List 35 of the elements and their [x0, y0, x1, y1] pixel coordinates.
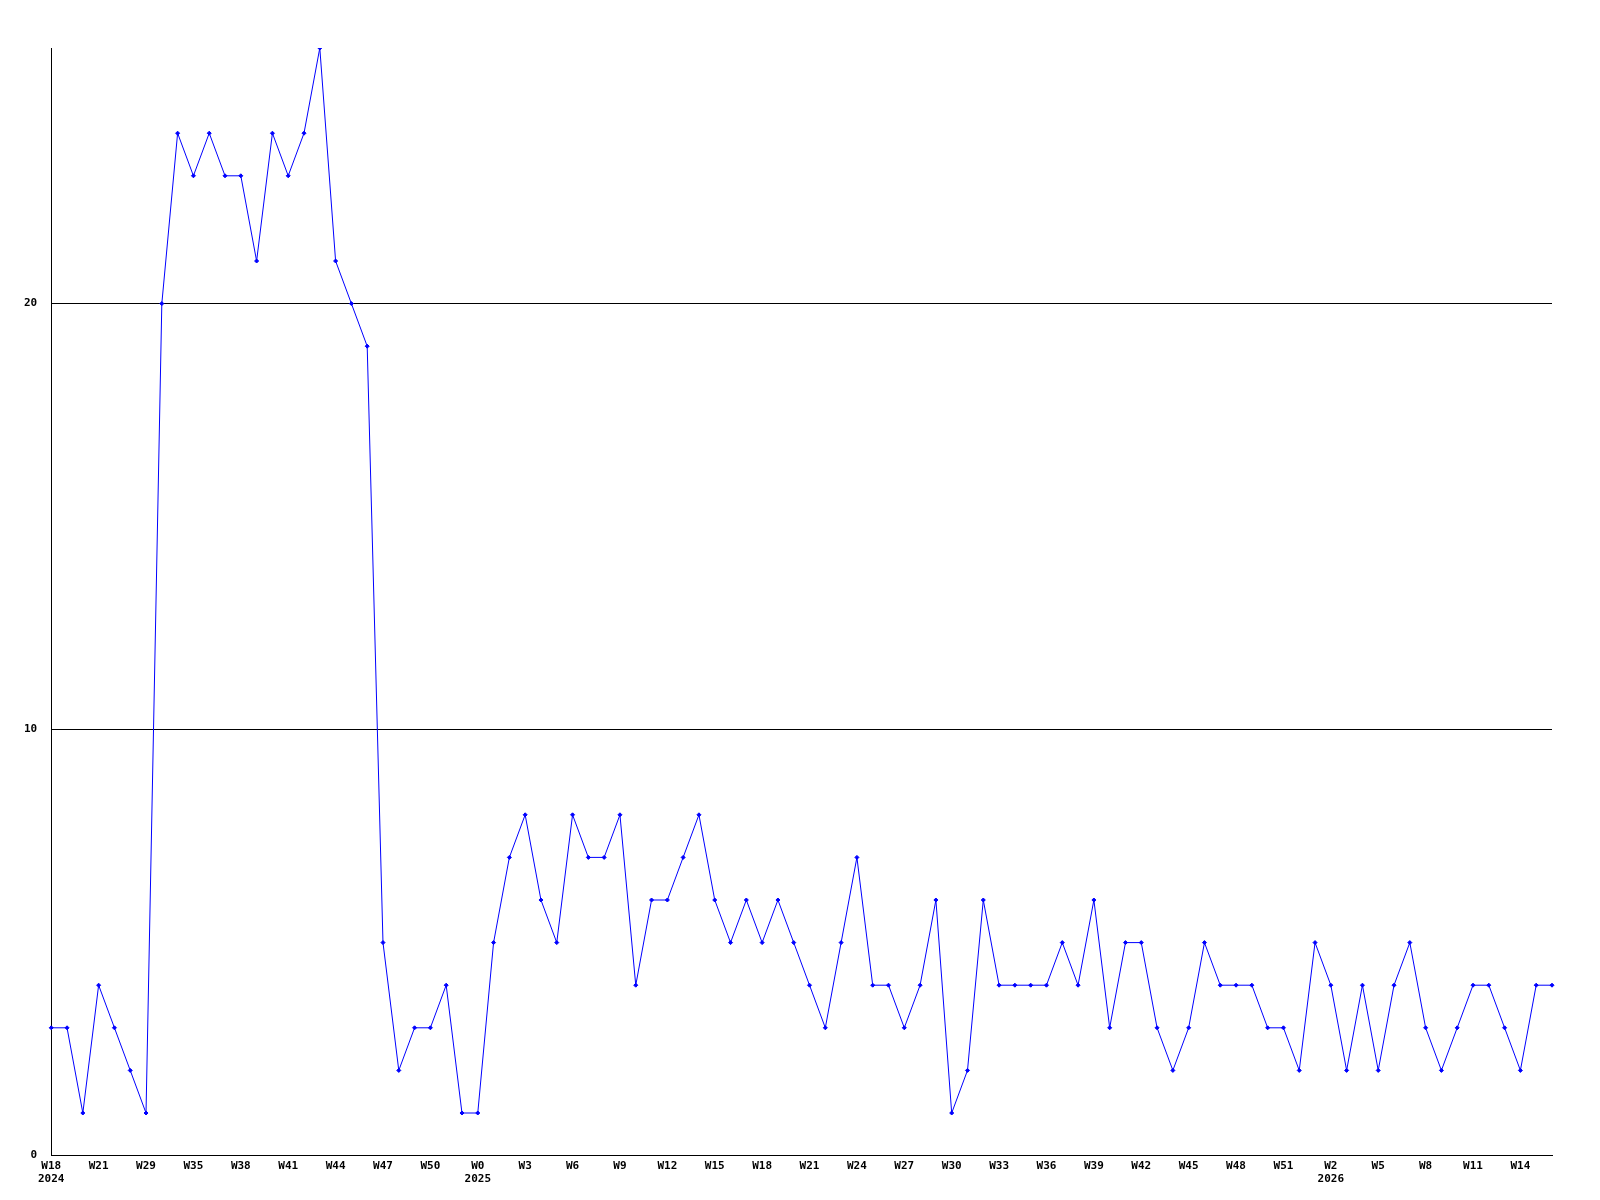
x-tick-label: W24 — [846, 1159, 868, 1173]
x-tick-label: W39 — [1083, 1159, 1104, 1173]
x-tick-label: W5 — [1371, 1159, 1385, 1173]
y-tick-label: 10 — [24, 722, 38, 736]
x-tick-label: W3 — [518, 1159, 532, 1173]
x-tick-label: W29 — [136, 1159, 156, 1173]
x-tick-label: W48 — [1226, 1159, 1246, 1173]
x-tick-label: W50 — [420, 1159, 441, 1173]
x-tick-label: W35 — [183, 1159, 204, 1173]
x-tick-label: W44 — [325, 1159, 346, 1173]
x-tick-label: W27 — [894, 1159, 915, 1173]
x-tick-label: W36 — [1036, 1159, 1057, 1173]
x-tick-label: W47 — [373, 1159, 393, 1173]
x-tick-label: W15 — [704, 1159, 725, 1173]
x-tick-label: W21 — [88, 1159, 109, 1173]
y-tick-label: 20 — [24, 296, 38, 310]
x-tick-label: W18 — [752, 1159, 773, 1173]
x-tick-label: W41 — [278, 1159, 299, 1173]
x-tick-label: W38 — [230, 1159, 251, 1173]
x-tick-label: W45 — [1178, 1159, 1199, 1173]
x-tick-label: W21 — [799, 1159, 820, 1173]
x-tick-label: W8 — [1419, 1159, 1433, 1173]
x-tick-label: W6 — [565, 1159, 580, 1173]
x-tick-label: W51 — [1273, 1159, 1294, 1173]
x-tick-label: W9 — [613, 1159, 627, 1173]
x-tick-label: W2 2026 — [1317, 1159, 1345, 1186]
x-tick-label: W30 — [941, 1159, 962, 1173]
x-tick-label: W42 — [1131, 1159, 1152, 1173]
x-tick-label: W11 — [1463, 1159, 1484, 1173]
x-tick-label: W14 — [1510, 1159, 1531, 1173]
y-tick-label: 0 — [30, 1148, 38, 1162]
x-tick-label: W18 2024 — [38, 1159, 65, 1186]
x-tick-label: W0 2025 — [464, 1159, 492, 1186]
x-tick-label: W33 — [989, 1159, 1010, 1173]
x-tick-label: W12 — [657, 1159, 678, 1173]
